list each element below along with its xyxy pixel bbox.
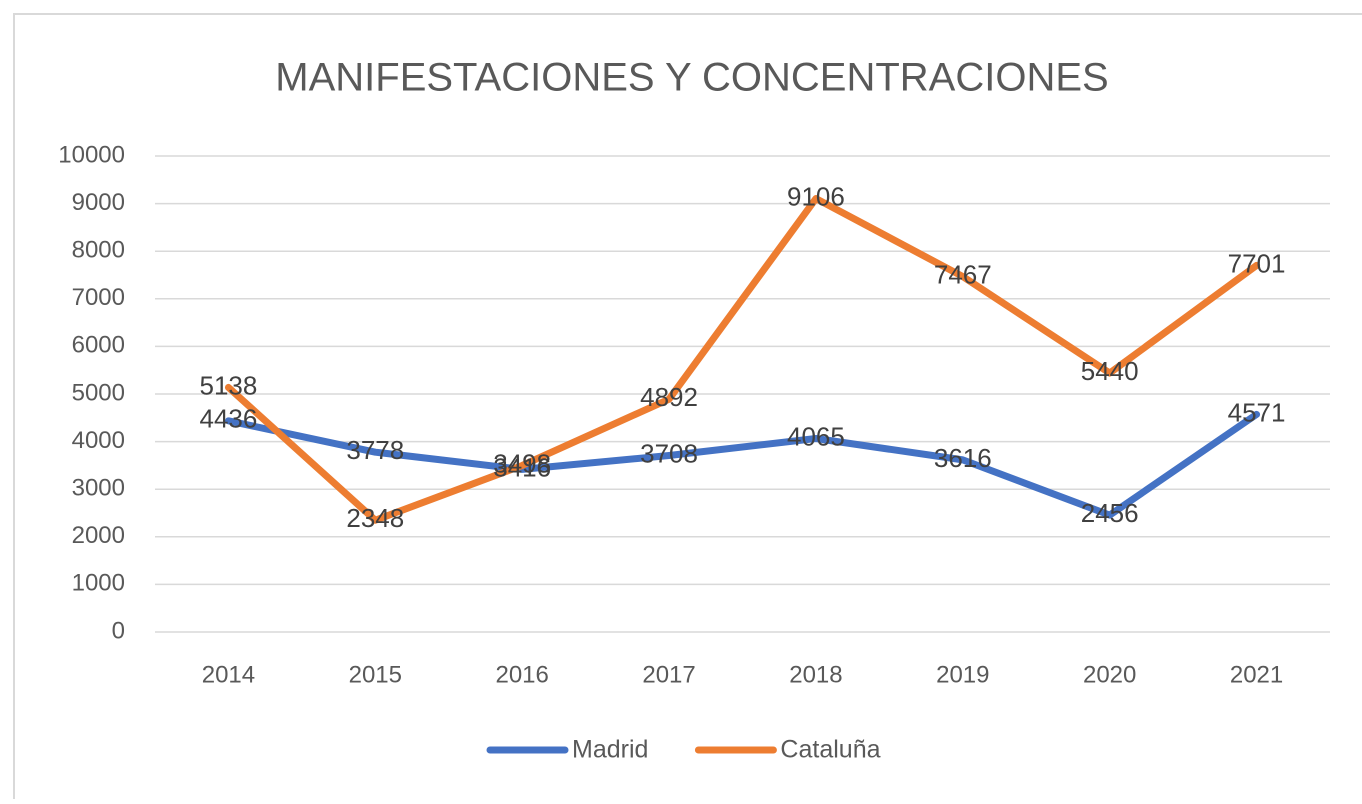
y-tick-label: 6000 [72, 332, 125, 359]
y-tick-label: 1000 [72, 570, 125, 597]
data-label: 2348 [346, 503, 404, 533]
data-label: 2456 [1081, 498, 1139, 528]
x-tick-label: 2015 [349, 661, 402, 688]
y-tick-label: 0 [112, 617, 125, 644]
legend-label: Madrid [572, 736, 648, 764]
y-tick-label: 5000 [72, 379, 125, 406]
data-label: 7467 [934, 259, 992, 289]
series-line [224, 410, 1261, 519]
data-label: 3708 [640, 438, 698, 468]
data-label: 9106 [787, 181, 845, 211]
data-label: 5138 [200, 370, 258, 400]
x-tick-label: 2017 [642, 661, 695, 688]
data-label: 3416 [493, 452, 551, 482]
y-tick-label: 4000 [72, 427, 125, 454]
y-tick-label: 3000 [72, 475, 125, 502]
data-label: 5440 [1081, 356, 1139, 386]
y-tick-label: 10000 [58, 141, 125, 168]
y-tick-label: 8000 [72, 237, 125, 264]
x-tick-label: 2021 [1230, 661, 1283, 688]
y-tick-label: 2000 [72, 522, 125, 549]
x-tick-label: 2020 [1083, 661, 1136, 688]
data-label: 4065 [787, 421, 845, 451]
data-label: 7701 [1228, 248, 1286, 278]
data-label: 3778 [346, 435, 404, 465]
x-tick-label: 2018 [789, 661, 842, 688]
y-tick-label: 7000 [72, 284, 125, 311]
series-line [224, 195, 1261, 524]
chart-title: MANIFESTACIONES Y CONCENTRACIONES [275, 56, 1108, 100]
x-tick-label: 2016 [495, 661, 548, 688]
x-tick-label: 2019 [936, 661, 989, 688]
data-label: 3616 [934, 443, 992, 473]
data-label: 4892 [640, 382, 698, 412]
data-label: 3498 [493, 448, 551, 478]
data-label: 4571 [1228, 397, 1286, 427]
data-label: 4436 [200, 404, 258, 434]
chart-border [13, 13, 1362, 804]
legend-label: Cataluña [780, 736, 880, 764]
x-tick-label: 2014 [202, 661, 255, 688]
y-tick-label: 9000 [72, 189, 125, 216]
